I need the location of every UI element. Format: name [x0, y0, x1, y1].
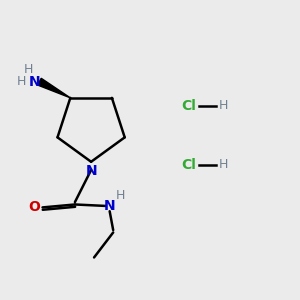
Text: H: H	[219, 158, 228, 171]
Text: Cl: Cl	[181, 158, 196, 172]
Text: H: H	[116, 189, 125, 202]
Text: H: H	[23, 63, 33, 76]
Text: N: N	[104, 199, 116, 213]
Polygon shape	[38, 78, 70, 98]
Text: N: N	[28, 75, 40, 89]
Text: Cl: Cl	[181, 99, 196, 113]
Text: N: N	[85, 164, 97, 178]
Text: H: H	[16, 75, 26, 88]
Text: H: H	[219, 99, 228, 112]
Text: O: O	[28, 200, 40, 214]
